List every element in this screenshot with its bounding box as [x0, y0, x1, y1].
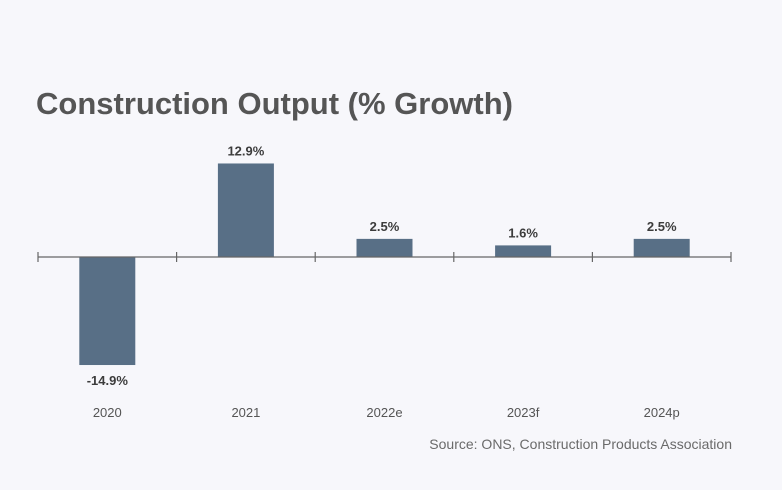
chart-title: Construction Output (% Growth) — [36, 86, 513, 121]
value-label-2024p: 2.5% — [647, 219, 677, 234]
bar-2023f — [495, 245, 552, 257]
category-label-2020: 2020 — [93, 405, 122, 420]
value-labels-group: -14.9% 12.9% 2.5% 1.6% 2.5% — [87, 143, 677, 388]
category-label-2023f: 2023f — [507, 405, 540, 420]
bar-2020 — [79, 257, 136, 366]
category-label-2021: 2021 — [231, 405, 260, 420]
value-label-2021: 12.9% — [227, 143, 264, 158]
category-label-2024p: 2024p — [644, 405, 680, 420]
bars-group — [79, 163, 690, 366]
bar-2021 — [217, 163, 274, 257]
bar-2024p — [633, 238, 690, 257]
value-label-2020: -14.9% — [87, 373, 129, 388]
x-axis — [37, 252, 732, 262]
value-label-2022e: 2.5% — [370, 219, 400, 234]
category-labels-group: 2020 2021 2022e 2023f 2024p — [93, 405, 680, 420]
bar-2022e — [356, 238, 413, 257]
value-label-2023f: 1.6% — [508, 225, 538, 240]
category-label-2022e: 2022e — [366, 405, 402, 420]
source-note: Source: ONS, Construction Products Assoc… — [429, 436, 732, 452]
